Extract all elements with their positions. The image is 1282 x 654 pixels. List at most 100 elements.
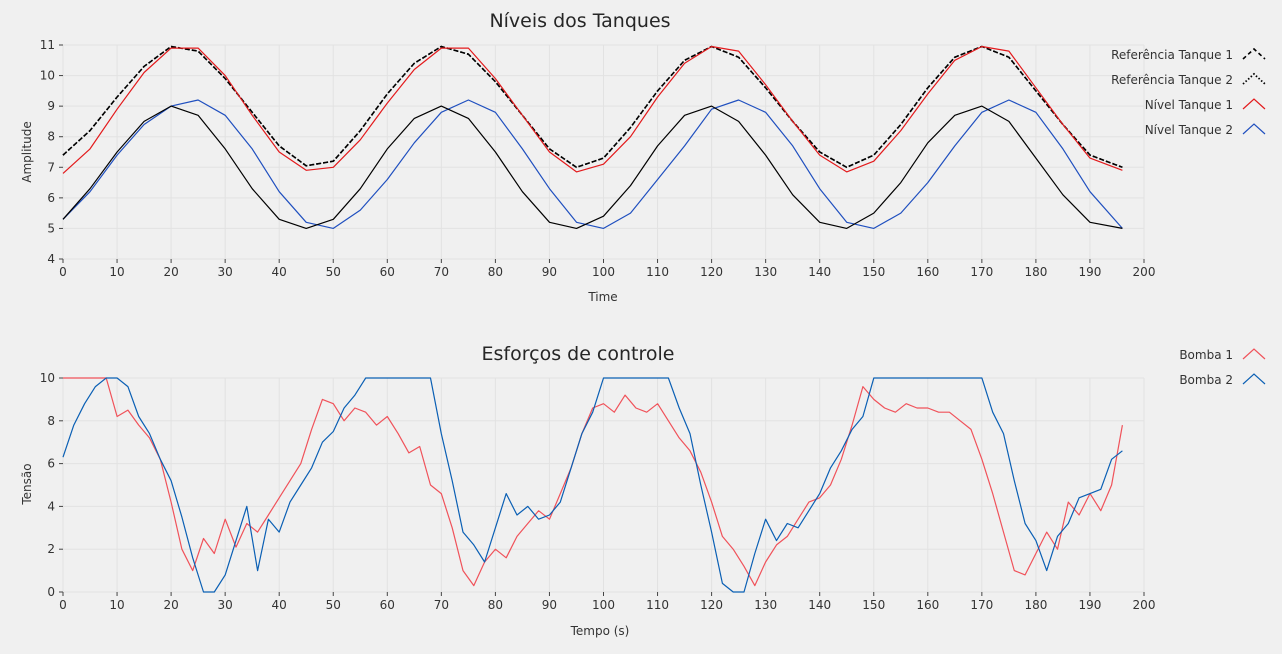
x-tick-label: 40 [272, 265, 287, 279]
x-tick-label: 150 [862, 265, 885, 279]
legend-label: Referência Tanque 1 [1111, 48, 1233, 62]
x-tick-label: 60 [380, 265, 395, 279]
series-line [62, 45, 1123, 169]
x-tick-label: 100 [592, 598, 615, 612]
legend-item: Nível Tanque 2 [1145, 123, 1266, 137]
y-axis-ticks: 4 5 6 7 8 9 10 11 [40, 38, 63, 266]
y-tick-label: 5 [47, 221, 55, 235]
grid [62, 377, 1145, 593]
chart-title: Esforços de controle [482, 343, 675, 365]
x-tick-label: 200 [1133, 265, 1156, 279]
x-tick-label: 140 [808, 598, 831, 612]
x-tick-label: 90 [542, 265, 557, 279]
legend-swatch [1242, 373, 1266, 385]
x-tick-label: 120 [700, 598, 723, 612]
legend-label: Nível Tanque 1 [1145, 98, 1233, 112]
x-tick-label: 180 [1024, 265, 1047, 279]
legend-item: Bomba 2 [1179, 373, 1266, 387]
y-tick-label: 4 [47, 252, 55, 266]
grid [62, 44, 1145, 260]
y-tick-label: 11 [40, 38, 55, 52]
y-axis-ticks: 0 2 4 6 8 10 [40, 371, 63, 599]
x-tick-label: 10 [109, 598, 124, 612]
chart-tank-levels: Níveis dos Tanques 0 10 20 30 40 50 60 70 80 90 10… [20, 10, 1266, 304]
x-tick-label: 30 [218, 265, 233, 279]
x-tick-label: 170 [970, 598, 993, 612]
legend-swatch [1242, 98, 1266, 110]
legend-label: Nível Tanque 2 [1145, 123, 1233, 137]
x-tick-label: 90 [542, 598, 557, 612]
x-tick-label: 0 [59, 265, 67, 279]
x-axis-ticks: 0 10 20 30 40 50 60 70 80 90 100 110 120 130 140 150 160… [59, 259, 1155, 279]
legend: Bomba 1 Bomba 2 [1179, 348, 1266, 387]
x-tick-label: 40 [272, 598, 287, 612]
legend: Referência Tanque 1 Referência Tanque 2 … [1111, 47, 1266, 137]
x-tick-label: 200 [1133, 598, 1156, 612]
y-tick-label: 6 [47, 457, 55, 471]
series-line [62, 45, 1123, 169]
x-tick-label: 80 [488, 598, 503, 612]
series-group [62, 45, 1123, 229]
series-group [62, 377, 1123, 593]
x-tick-label: 130 [754, 598, 777, 612]
y-tick-label: 4 [47, 499, 55, 513]
y-tick-label: 2 [47, 542, 55, 556]
y-tick-label: 10 [40, 69, 55, 83]
x-tick-label: 130 [754, 265, 777, 279]
x-tick-label: 140 [808, 265, 831, 279]
series-line [62, 377, 1123, 593]
legend-swatch [1242, 72, 1266, 85]
x-axis-label: Tempo (s) [570, 624, 630, 638]
x-tick-label: 70 [434, 265, 449, 279]
series-line [62, 45, 1123, 174]
y-tick-label: 8 [47, 414, 55, 428]
x-tick-label: 70 [434, 598, 449, 612]
chart-control-efforts: Esforços de controle 0 10 20 30 40 50 60 70 80 90… [20, 343, 1266, 638]
legend-label: Bomba 2 [1179, 373, 1233, 387]
x-tick-label: 170 [970, 265, 993, 279]
y-tick-label: 10 [40, 371, 55, 385]
x-tick-label: 160 [916, 265, 939, 279]
x-tick-label: 120 [700, 265, 723, 279]
x-tick-label: 180 [1024, 598, 1047, 612]
y-tick-label: 7 [47, 160, 55, 174]
y-tick-label: 9 [47, 99, 55, 113]
legend-swatch [1242, 348, 1266, 360]
series-line [63, 377, 1123, 587]
y-tick-label: 6 [47, 191, 55, 205]
x-tick-label: 10 [109, 265, 124, 279]
legend-swatch [1242, 123, 1266, 135]
x-tick-label: 190 [1078, 598, 1101, 612]
legend-label: Bomba 1 [1179, 348, 1233, 362]
x-tick-label: 100 [592, 265, 615, 279]
x-tick-label: 20 [163, 598, 178, 612]
x-tick-label: 0 [59, 598, 67, 612]
x-tick-label: 160 [916, 598, 939, 612]
y-axis-label: Tensão [20, 463, 34, 505]
y-axis-label: Amplitude [20, 121, 34, 183]
series-line [62, 105, 1123, 229]
legend-item: Referência Tanque 1 [1111, 47, 1266, 62]
x-tick-label: 20 [163, 265, 178, 279]
x-tick-label: 60 [380, 598, 395, 612]
x-tick-label: 110 [646, 598, 669, 612]
x-tick-label: 190 [1078, 265, 1101, 279]
x-axis-ticks: 0 10 20 30 40 50 60 70 80 90 100 110 120 130 140 150 160… [59, 592, 1155, 612]
x-tick-label: 150 [862, 598, 885, 612]
legend-label: Referência Tanque 2 [1111, 73, 1233, 87]
legend-item: Nível Tanque 1 [1145, 98, 1266, 112]
x-tick-label: 110 [646, 265, 669, 279]
y-tick-label: 8 [47, 130, 55, 144]
legend-item: Referência Tanque 2 [1111, 72, 1266, 87]
legend-item: Bomba 1 [1179, 348, 1266, 362]
y-tick-label: 0 [47, 585, 55, 599]
series-line [62, 99, 1123, 229]
x-tick-label: 30 [218, 598, 233, 612]
x-tick-label: 50 [326, 265, 341, 279]
x-tick-label: 50 [326, 598, 341, 612]
legend-swatch [1242, 47, 1266, 60]
x-tick-label: 80 [488, 265, 503, 279]
x-axis-label: Time [587, 290, 617, 304]
